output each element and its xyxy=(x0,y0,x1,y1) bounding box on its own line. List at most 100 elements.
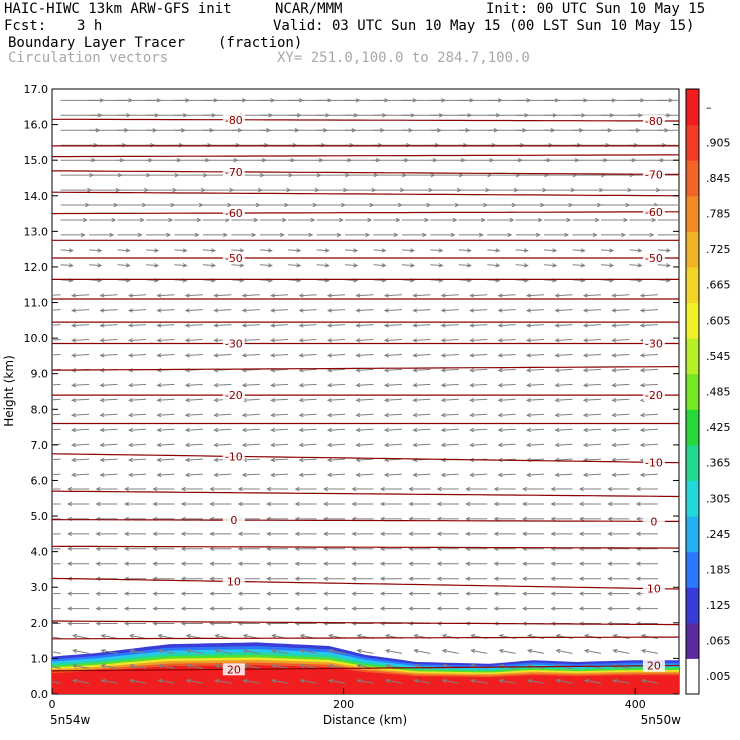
vector-624 xyxy=(288,263,302,268)
vector-361 xyxy=(298,442,317,448)
vector-656 xyxy=(572,248,586,253)
vector-401 xyxy=(184,412,203,418)
contour-label--30-0: -30 xyxy=(225,337,243,350)
vector-333 xyxy=(127,457,147,463)
vector-541 xyxy=(412,323,431,328)
vector-238 xyxy=(550,531,573,537)
vector-187 xyxy=(351,561,374,566)
vector-440 xyxy=(52,383,61,386)
vector-320 xyxy=(383,472,403,478)
vector-672 xyxy=(402,232,428,238)
vector-516 xyxy=(326,338,346,343)
vector-572 xyxy=(52,294,61,296)
vector-716 xyxy=(402,202,432,208)
x-tick-label-1: 200 xyxy=(333,698,354,711)
vector-65 xyxy=(640,648,658,654)
vector-332 xyxy=(99,457,118,463)
vector-717 xyxy=(430,202,460,208)
vector-714 xyxy=(345,202,375,208)
vector-526 xyxy=(611,338,630,343)
vector-725 xyxy=(657,204,679,206)
vector-451 xyxy=(355,382,374,388)
vector-9 xyxy=(299,678,317,684)
vector-667 xyxy=(259,232,285,238)
vector-455 xyxy=(469,382,488,388)
vector-62 xyxy=(555,648,573,654)
vector-450 xyxy=(326,382,346,388)
vector-423 xyxy=(184,397,203,403)
vector-568 xyxy=(554,308,573,313)
vector-523 xyxy=(525,338,545,343)
vector-395 xyxy=(639,427,658,433)
vector-190 xyxy=(436,561,459,566)
contour-label-0-0: 0 xyxy=(230,514,237,527)
vector-698 xyxy=(515,217,543,223)
colorbar-label-5: .305 xyxy=(706,492,731,505)
vector-203 xyxy=(180,546,203,551)
vector-400 xyxy=(156,412,175,418)
vector-393 xyxy=(582,427,602,433)
vector-261 xyxy=(578,516,601,522)
vector-382 xyxy=(270,427,289,433)
vector-313 xyxy=(184,472,203,478)
vector-414 xyxy=(554,412,573,418)
vector-747 xyxy=(657,189,679,191)
vector-548 xyxy=(611,323,630,328)
colorbar-label-9: .545 xyxy=(706,350,731,363)
contour-10 xyxy=(52,577,679,590)
vector-292 xyxy=(209,486,232,492)
vector-127 xyxy=(521,606,545,611)
color-bin-5 xyxy=(686,480,699,517)
vector-431 xyxy=(412,397,431,403)
vector-328 xyxy=(611,472,630,478)
vector-528 xyxy=(52,324,61,326)
colorbar-label-12: .725 xyxy=(706,243,731,256)
vector-531 xyxy=(127,323,147,328)
colorbar-label-8: .485 xyxy=(706,386,731,399)
vector-638 xyxy=(60,248,74,253)
plot-frame xyxy=(51,88,680,695)
vector-632 xyxy=(515,263,529,268)
vector-299 xyxy=(408,486,431,492)
vector-240 xyxy=(607,531,630,537)
vector-48 xyxy=(157,648,175,654)
vector-619 xyxy=(146,263,160,268)
contour-label-bg--70-0 xyxy=(222,165,245,178)
vector-623 xyxy=(259,263,273,268)
vector-665 xyxy=(202,232,229,238)
contour-label-bg--20-1 xyxy=(642,389,665,402)
colorbar-label-0: .005 xyxy=(706,670,731,683)
tracer-field xyxy=(52,642,679,694)
vector-694 xyxy=(402,217,430,223)
vector-661 xyxy=(89,232,115,238)
y-tick-label-12: 12.0 xyxy=(24,261,49,274)
contour-label-bg-20-0 xyxy=(222,663,245,676)
vector-339 xyxy=(298,457,317,463)
vector-163 xyxy=(294,576,317,581)
vector-236 xyxy=(493,531,516,537)
vector-385 xyxy=(355,427,374,433)
vector-148 xyxy=(493,591,516,596)
vector-670 xyxy=(345,232,371,238)
vector-436 xyxy=(554,397,573,403)
vector-499 xyxy=(469,353,488,358)
vector-350 xyxy=(611,457,630,463)
vector-520 xyxy=(440,338,459,343)
vector-174 xyxy=(607,576,630,581)
vector-835 xyxy=(657,129,679,131)
vector-223 xyxy=(123,531,147,537)
vector-442 xyxy=(99,382,118,388)
vector-561 xyxy=(355,308,374,313)
vector-365 xyxy=(412,442,431,448)
vector-195 xyxy=(578,561,601,566)
vector-89 xyxy=(67,621,90,626)
vector-374 xyxy=(52,428,61,431)
vector-645 xyxy=(259,248,273,253)
vector-182 xyxy=(209,561,232,566)
vector-2 xyxy=(100,678,118,684)
vector-257 xyxy=(465,516,488,522)
vector-286 xyxy=(52,488,61,490)
vector-192 xyxy=(493,561,516,566)
vector-293 xyxy=(237,486,260,492)
vector-685 xyxy=(146,217,174,223)
